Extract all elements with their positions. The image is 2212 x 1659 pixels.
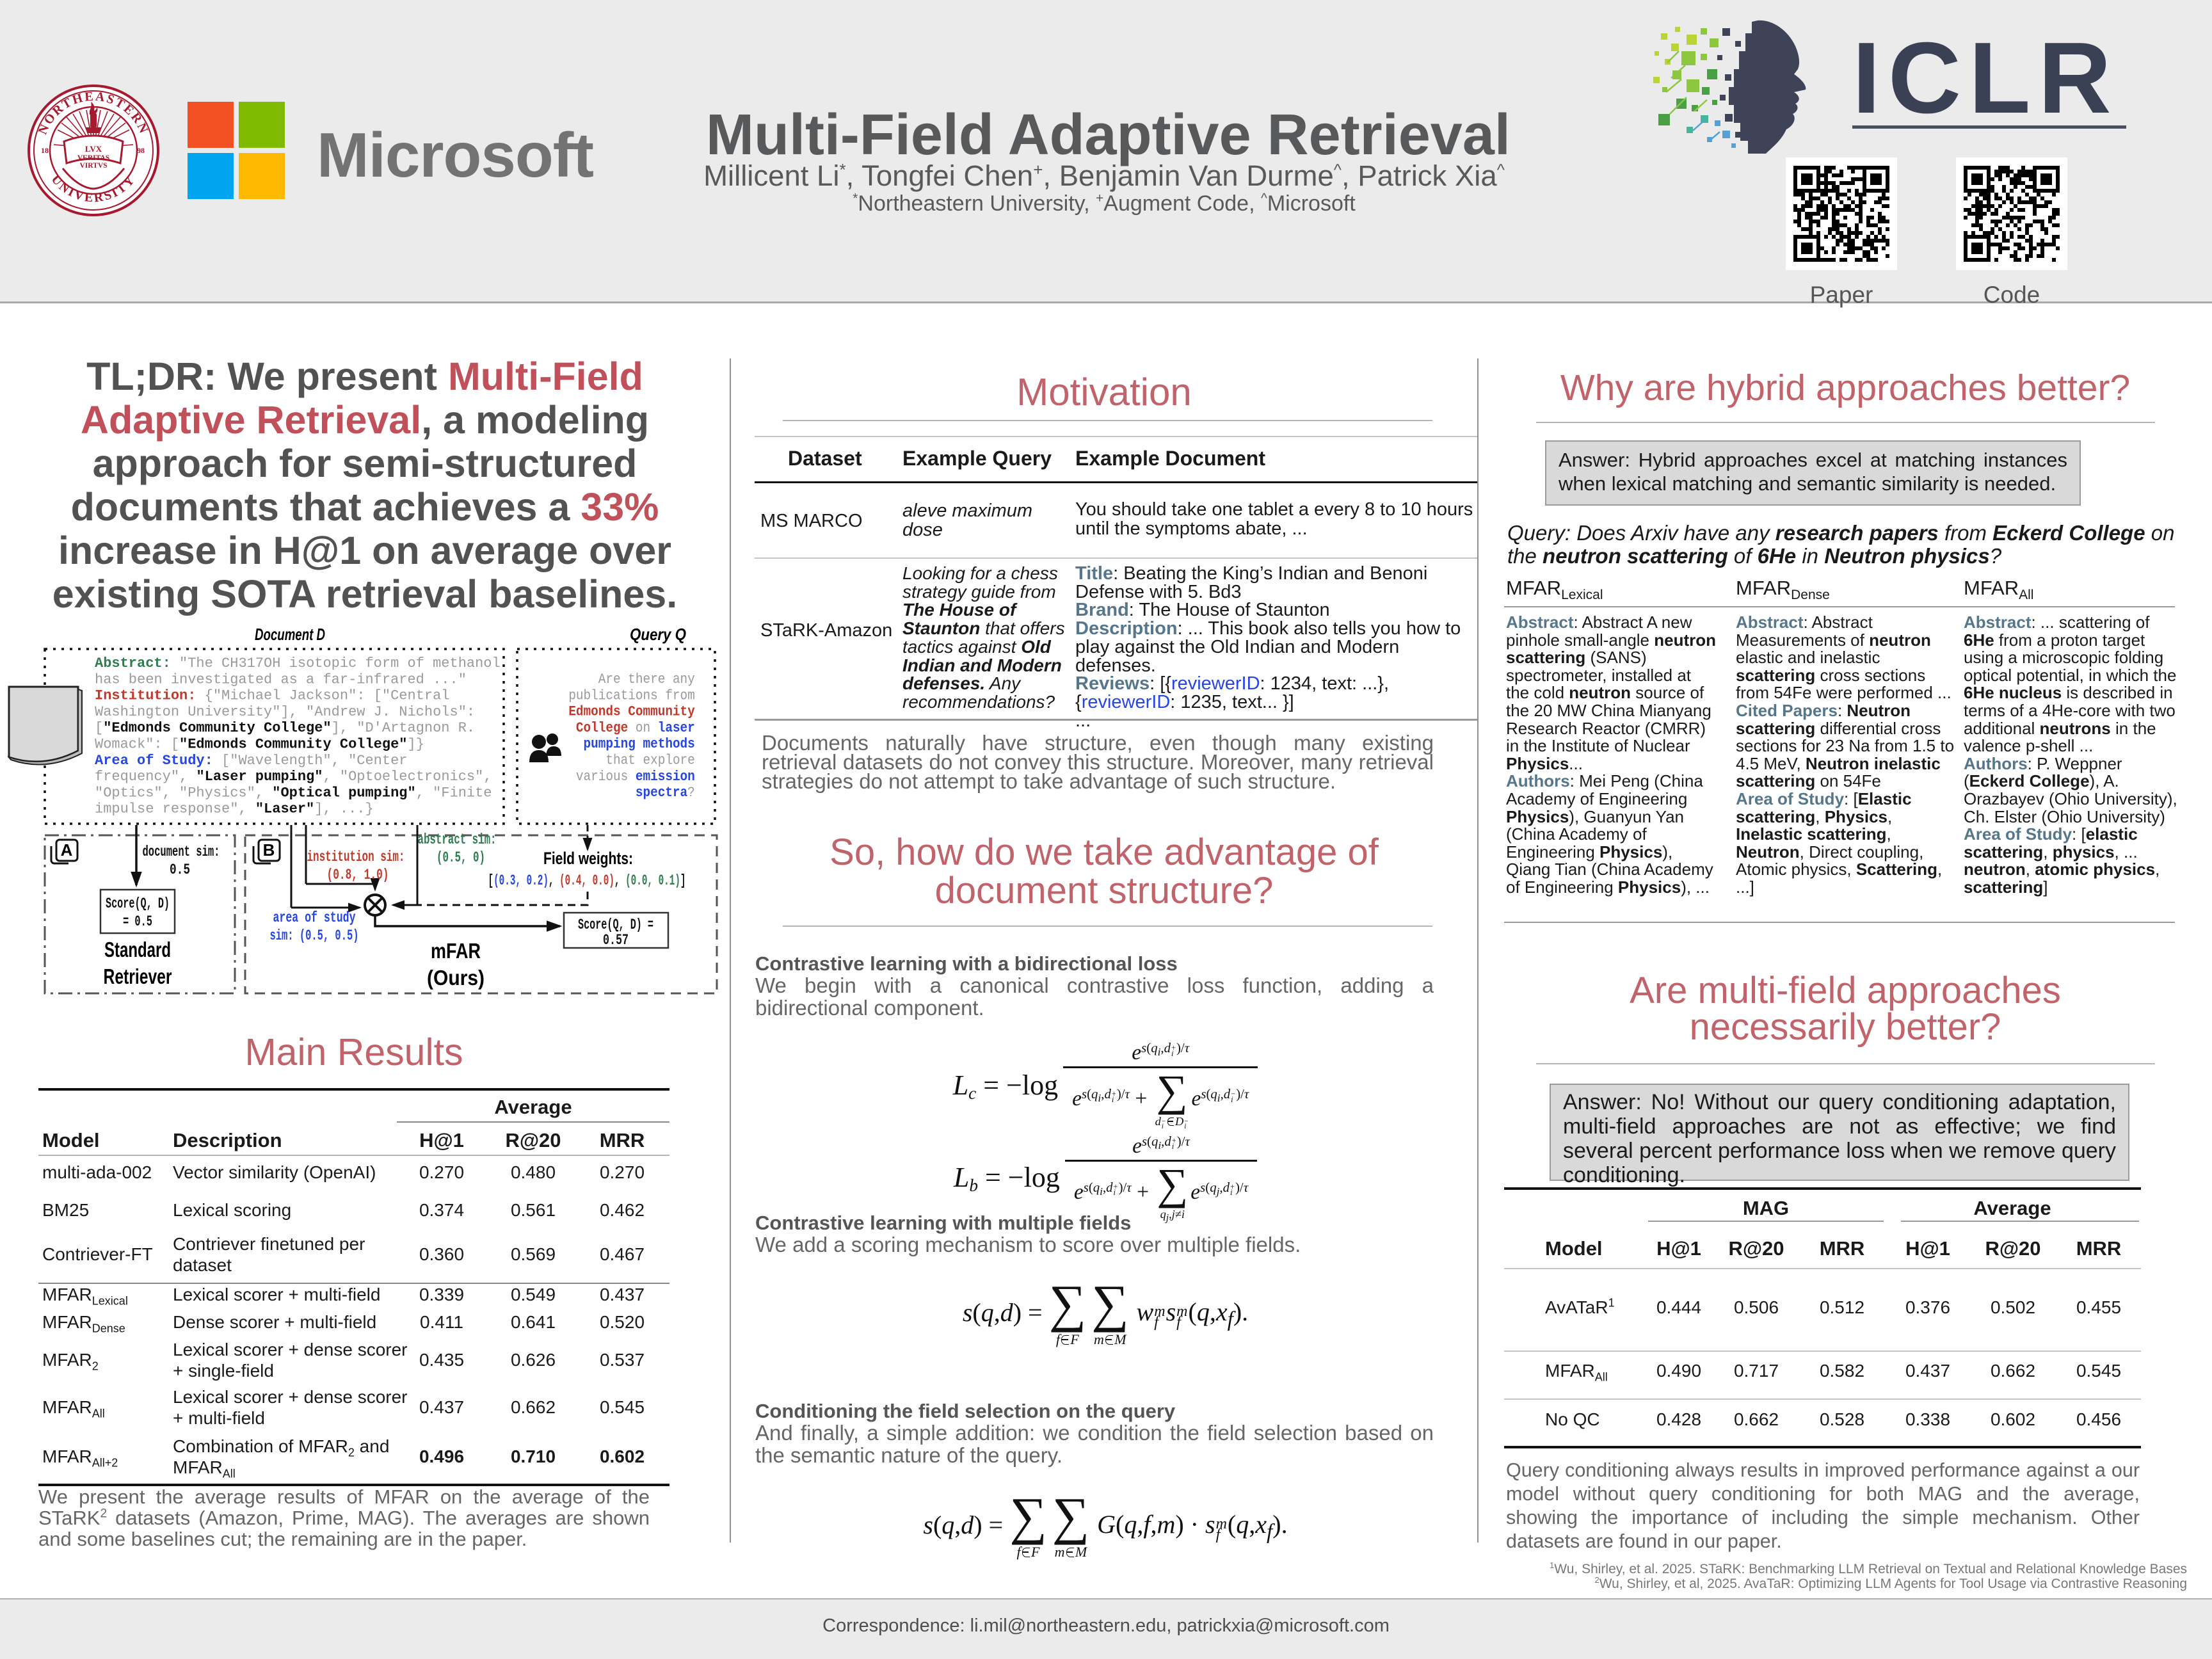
svg-text:Abstract: "The CH317OH isotopi: Abstract: "The CH317OH isotopic form of … — [95, 655, 501, 671]
svg-text:Score(Q, D) =: Score(Q, D) = — [578, 917, 653, 933]
svg-text:"Optics", "Physics", "Optical: "Optics", "Physics", "Optical pumping", … — [95, 785, 492, 801]
svg-text:area of study: area of study — [273, 910, 356, 926]
svg-text:B: B — [263, 840, 275, 860]
svg-text:sim: (0.5, 0.5): sim: (0.5, 0.5) — [270, 927, 359, 944]
svg-text:Institution: {"Michael Jackson: Institution: {"Michael Jackson": ["Centr… — [95, 688, 450, 704]
svg-text:various emission: various emission — [576, 769, 695, 785]
svg-text:= 0.5: = 0.5 — [123, 913, 152, 930]
svg-text:Are there any: Are there any — [598, 672, 695, 687]
svg-text:Edmonds Community: Edmonds Community — [568, 705, 695, 720]
svg-text:frequency", "Laser pumping", ": frequency", "Laser pumping", "Optoelectr… — [95, 769, 492, 785]
svg-text:VERITAS: VERITAS — [77, 154, 109, 162]
svg-text:0.57: 0.57 — [603, 932, 629, 949]
svg-text:Query Q: Query Q — [630, 625, 686, 644]
svg-text:publications from: publications from — [568, 688, 694, 703]
svg-text:VIRTVS: VIRTVS — [79, 162, 107, 170]
svg-text:["Edmonds Community College"],: ["Edmonds Community College"], "D'Artagn… — [95, 720, 475, 736]
svg-text:(0.8, 1.0): (0.8, 1.0) — [327, 867, 389, 883]
svg-text:A: A — [61, 840, 73, 860]
svg-text:0.5: 0.5 — [170, 862, 190, 878]
svg-text:Retriever: Retriever — [104, 965, 172, 988]
svg-text:impulse response", "Laser"], .: impulse response", "Laser"], ...} — [95, 801, 374, 817]
svg-text:18: 18 — [41, 146, 49, 155]
svg-text:Field weights:: Field weights: — [543, 849, 633, 868]
svg-text:Womack": ["Edmonds Community C: Womack": ["Edmonds Community College"]} — [95, 737, 424, 753]
svg-text:(Ours): (Ours) — [427, 966, 485, 990]
svg-text:(0.5, 0): (0.5, 0) — [437, 849, 485, 866]
svg-text:abstract sim:: abstract sim: — [418, 831, 497, 848]
svg-text:spectra?: spectra? — [636, 785, 695, 801]
svg-text:Washington University"], "Andr: Washington University"], "Andrew J. Nich… — [95, 704, 475, 720]
svg-text:mFAR: mFAR — [431, 939, 481, 963]
svg-text:has been investigated as a far: has been investigated as a far-infrared … — [95, 671, 467, 687]
svg-text:College on laser: College on laser — [576, 721, 695, 736]
svg-text:LVX: LVX — [85, 144, 102, 154]
svg-text:institution sim:: institution sim: — [307, 849, 405, 865]
svg-text:pumping methods: pumping methods — [584, 737, 695, 752]
svg-text:Score(Q, D): Score(Q, D) — [106, 895, 170, 912]
svg-text:98: 98 — [137, 146, 145, 155]
svg-text:Standard: Standard — [104, 938, 171, 961]
svg-text:that explore: that explore — [605, 753, 694, 769]
svg-text:[(0.3, 0.2), (0.4, 0.0), (0.0,: [(0.3, 0.2), (0.4, 0.0), (0.0, 0.1)] — [488, 872, 686, 889]
svg-text:Area of Study: ["Wavelength",: Area of Study: ["Wavelength", "Center — [95, 753, 408, 769]
svg-text:Document D: Document D — [255, 625, 325, 644]
svg-text:document sim:: document sim: — [143, 844, 220, 860]
